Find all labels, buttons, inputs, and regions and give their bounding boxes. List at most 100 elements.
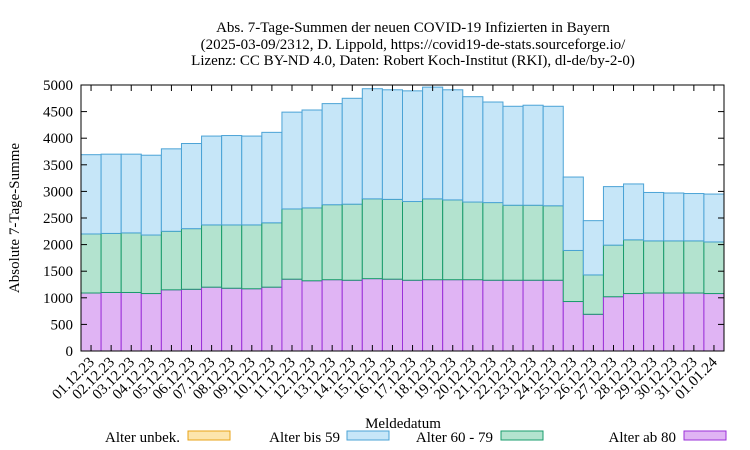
bar-segment-08.12.23-series-0 <box>221 287 243 352</box>
bar-segment-03.12.23-series-1 <box>120 232 142 293</box>
bar-segment-28.12.23-series-2 <box>623 183 645 241</box>
bar-segment-20.12.23-series-1 <box>462 201 484 281</box>
bar-segment-02.12.23-series-1 <box>100 232 122 293</box>
bar-segment-02.12.23-series-2 <box>100 153 122 234</box>
bar-segment-01.01.24-series-1 <box>703 241 725 295</box>
bar-segment-12.12.23-series-0 <box>301 280 323 352</box>
bar-segment-06.12.23-series-1 <box>180 228 203 290</box>
y-tick-label-2500: 2500 <box>43 211 73 227</box>
legend-label-1: Alter bis 59 <box>269 430 340 446</box>
bar-segment-24.12.23-series-0 <box>542 279 564 352</box>
bar-segment-02.12.23-series-0 <box>100 291 122 352</box>
legend-label-2: Alter 60 - 79 <box>416 430 493 446</box>
bar-segment-06.12.23-series-0 <box>180 288 203 352</box>
y-tick-label-1500: 1500 <box>43 264 73 280</box>
legend-label-3: Alter ab 80 <box>609 430 676 446</box>
bar-segment-20.12.23-series-0 <box>462 279 484 352</box>
y-axis-label: Absolute 7-Tage-Summe <box>7 143 23 294</box>
bar-segment-31.12.23-series-1 <box>683 240 705 294</box>
bar-segment-22.12.23-series-2 <box>502 105 524 206</box>
bar-segment-04.12.23-series-1 <box>140 234 162 295</box>
bar-segment-22.12.23-series-0 <box>502 279 524 352</box>
bar-segment-19.12.23-series-0 <box>442 279 464 352</box>
legend-swatch-1 <box>346 430 390 441</box>
bar-segment-27.12.23-series-0 <box>602 296 625 352</box>
bar-segment-11.12.23-series-2 <box>281 111 303 210</box>
bar-segment-15.12.23-series-2 <box>361 88 383 200</box>
y-tick-label-4000: 4000 <box>43 131 73 147</box>
legend-swatch-3 <box>683 430 727 441</box>
bar-segment-01.12.23-series-0 <box>80 292 102 352</box>
bar-segment-17.12.23-series-0 <box>402 279 424 352</box>
bar-segment-08.12.23-series-2 <box>221 135 243 226</box>
bar-segment-12.12.23-series-1 <box>301 207 323 282</box>
legend-swatch-0 <box>187 430 231 441</box>
x-axis-label: Meldedatum <box>365 416 441 432</box>
bar-segment-03.12.23-series-0 <box>120 291 142 352</box>
bar-segment-21.12.23-series-2 <box>482 101 504 204</box>
bar-segment-14.12.23-series-1 <box>341 203 363 281</box>
bar-segment-31.12.23-series-0 <box>683 292 705 352</box>
y-tick-label-3000: 3000 <box>43 184 73 200</box>
bar-segment-25.12.23-series-2 <box>562 176 584 251</box>
bar-segment-13.12.23-series-2 <box>321 103 343 206</box>
chart-title-line-2: (2025-03-09/2312, D. Lippold, https://co… <box>201 37 626 53</box>
bar-segment-15.12.23-series-0 <box>361 278 383 352</box>
bar-segment-18.12.23-series-2 <box>422 86 444 200</box>
bar-segment-11.12.23-series-0 <box>281 278 303 352</box>
bar-segment-14.12.23-series-0 <box>341 279 363 352</box>
bar-segment-19.12.23-series-1 <box>442 199 464 281</box>
bar-segment-10.12.23-series-1 <box>261 222 283 288</box>
bar-segment-25.12.23-series-0 <box>562 301 584 352</box>
bar-segment-21.12.23-series-1 <box>482 202 504 281</box>
y-tick-label-500: 500 <box>51 317 74 333</box>
bar-segment-17.12.23-series-2 <box>402 90 424 203</box>
bar-segment-04.12.23-series-0 <box>140 293 162 352</box>
y-tick-label-1000: 1000 <box>43 291 73 307</box>
bar-segment-27.12.23-series-1 <box>602 244 625 298</box>
bar-segment-17.12.23-series-1 <box>402 201 424 281</box>
bar-segment-12.12.23-series-2 <box>301 109 323 209</box>
y-tick-label-4500: 4500 <box>43 105 73 121</box>
bar-segment-05.12.23-series-2 <box>160 148 182 232</box>
y-tick-label-2000: 2000 <box>43 238 73 254</box>
bar-segment-16.12.23-series-2 <box>381 89 404 200</box>
bar-segment-23.12.23-series-0 <box>522 279 544 352</box>
chart-title-line-1: Abs. 7-Tage-Summen der neuen COVID-19 In… <box>216 20 610 36</box>
bar-segment-15.12.23-series-1 <box>361 198 383 280</box>
bar-segment-29.12.23-series-2 <box>643 191 665 242</box>
bar-segment-18.12.23-series-0 <box>422 279 444 352</box>
bars-layer <box>80 86 725 352</box>
bar-segment-04.12.23-series-2 <box>140 154 162 236</box>
bar-segment-03.12.23-series-2 <box>120 153 142 234</box>
bar-segment-31.12.23-series-2 <box>683 193 705 242</box>
bar-segment-21.12.23-series-0 <box>482 279 504 352</box>
bar-segment-01.01.24-series-0 <box>703 293 725 352</box>
bar-segment-10.12.23-series-2 <box>261 131 283 224</box>
bar-segment-07.12.23-series-0 <box>201 286 223 352</box>
bar-segment-25.12.23-series-1 <box>562 249 584 303</box>
legend: Alter unbek. Alter bis 59 Alter 60 - 79 Alt… <box>105 430 727 446</box>
bar-segment-06.12.23-series-2 <box>180 143 203 230</box>
bar-segment-23.12.23-series-1 <box>522 204 544 281</box>
legend-swatch-2 <box>500 430 544 441</box>
bar-segment-22.12.23-series-1 <box>502 204 524 281</box>
bar-segment-05.12.23-series-1 <box>160 230 182 291</box>
bar-segment-20.12.23-series-2 <box>462 96 484 203</box>
bar-segment-19.12.23-series-2 <box>442 89 464 201</box>
bar-segment-28.12.23-series-1 <box>623 239 645 295</box>
bar-segment-01.12.23-series-2 <box>80 154 102 235</box>
bar-segment-09.12.23-series-2 <box>241 135 263 226</box>
bar-segment-24.12.23-series-2 <box>542 105 564 207</box>
bar-segment-27.12.23-series-2 <box>602 186 625 246</box>
bar-segment-07.12.23-series-2 <box>201 135 223 226</box>
y-tick-label-0: 0 <box>66 344 74 360</box>
bar-segment-13.12.23-series-1 <box>321 204 343 281</box>
bar-segment-13.12.23-series-0 <box>321 279 343 352</box>
bar-segment-30.12.23-series-1 <box>663 240 685 294</box>
chart-title-line-3: Lizenz: CC BY-ND 4.0, Daten: Robert Koch… <box>191 53 635 69</box>
bar-segment-09.12.23-series-0 <box>241 288 263 352</box>
bar-segment-29.12.23-series-1 <box>643 240 665 294</box>
bar-segment-28.12.23-series-0 <box>623 293 645 352</box>
